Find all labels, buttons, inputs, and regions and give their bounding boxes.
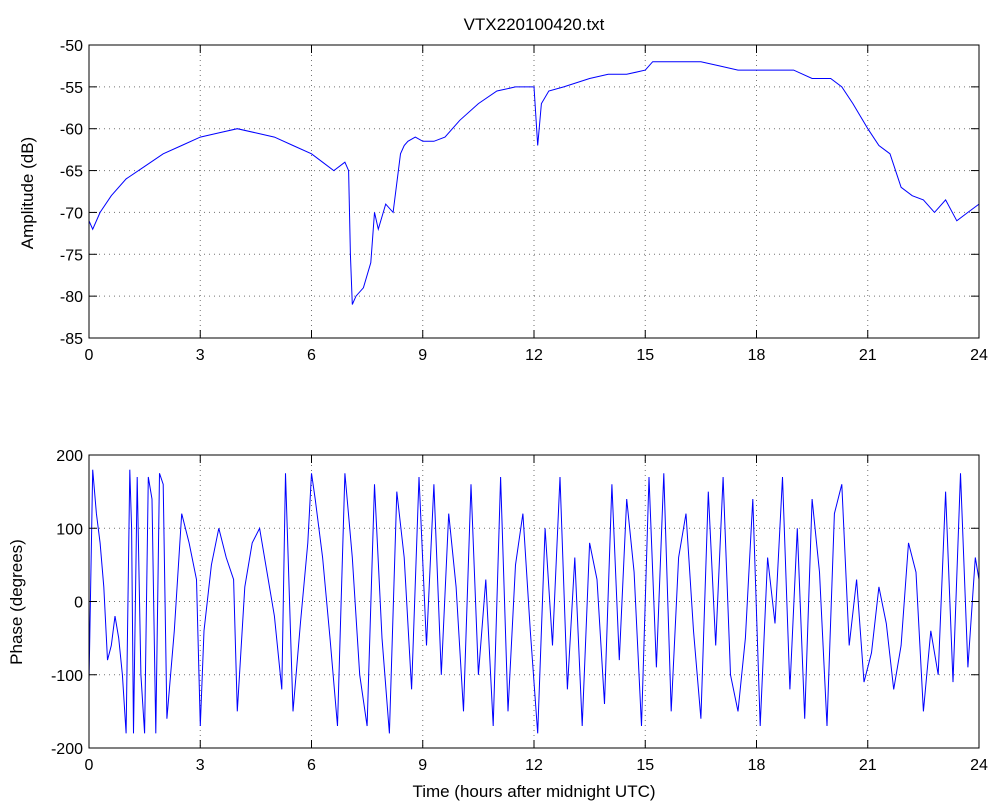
phase-xtick-label: 3 [196, 757, 205, 774]
amplitude-ylabel: Amplitude (dB) [18, 137, 37, 249]
amplitude-ytick-label: -65 [60, 164, 83, 181]
phase-ticks: 0 3 6 9 12 15 18 21 24 -200 -100 0 100 200 [51, 448, 988, 774]
phase-xtick-label: 21 [859, 757, 877, 774]
amplitude-xtick-label: 9 [418, 347, 427, 364]
phase-xtick-label: 9 [418, 757, 427, 774]
amplitude-ytick-label: -80 [60, 289, 83, 306]
phase-xtick-label: 24 [970, 757, 988, 774]
amplitude-xtick-label: 12 [525, 347, 543, 364]
amplitude-panel: VTX220100420.txt 0 3 6 9 12 15 18 21 24 -85 -80 -75… [18, 15, 988, 364]
phase-series-line [88, 469, 980, 734]
amplitude-ytick-label: -50 [60, 38, 83, 55]
amplitude-ytick-label: -60 [60, 122, 83, 139]
phase-grid [89, 455, 979, 748]
amplitude-xtick-label: 6 [307, 347, 316, 364]
amplitude-xtick-label: 18 [748, 347, 766, 364]
phase-xtick-label: 18 [748, 757, 766, 774]
phase-xlabel: Time (hours after midnight UTC) [412, 782, 655, 801]
phase-ytick-label: -100 [51, 668, 83, 685]
amplitude-series-line [88, 61, 980, 305]
phase-ytick-label: 0 [74, 595, 83, 612]
phase-ytick-label: 100 [56, 521, 83, 538]
phase-xtick-label: 12 [525, 757, 543, 774]
amplitude-ytick-label: -75 [60, 247, 83, 264]
amplitude-xtick-label: 0 [85, 347, 94, 364]
amplitude-xtick-label: 3 [196, 347, 205, 364]
amplitude-xtick-label: 15 [636, 347, 654, 364]
phase-ylabel: Phase (degrees) [7, 539, 26, 665]
phase-xtick-label: 15 [636, 757, 654, 774]
amplitude-xtick-label: 24 [970, 347, 988, 364]
amplitude-xtick-label: 21 [859, 347, 877, 364]
amplitude-ticks: 0 3 6 9 12 15 18 21 24 -85 -80 -75 -70 -65 -60 -55 -50 [60, 38, 988, 364]
phase-xtick-label: 0 [85, 757, 94, 774]
amplitude-ytick-label: -85 [60, 331, 83, 348]
amplitude-title: VTX220100420.txt [464, 15, 605, 34]
phase-panel: 0 3 6 9 12 15 18 21 24 -200 -100 0 100 200 Phase (deg… [7, 448, 988, 801]
phase-xtick-label: 6 [307, 757, 316, 774]
phase-ytick-label: -200 [51, 741, 83, 758]
amplitude-ytick-label: -55 [60, 80, 83, 97]
phase-ytick-label: 200 [56, 448, 83, 465]
amplitude-ytick-label: -70 [60, 205, 83, 222]
